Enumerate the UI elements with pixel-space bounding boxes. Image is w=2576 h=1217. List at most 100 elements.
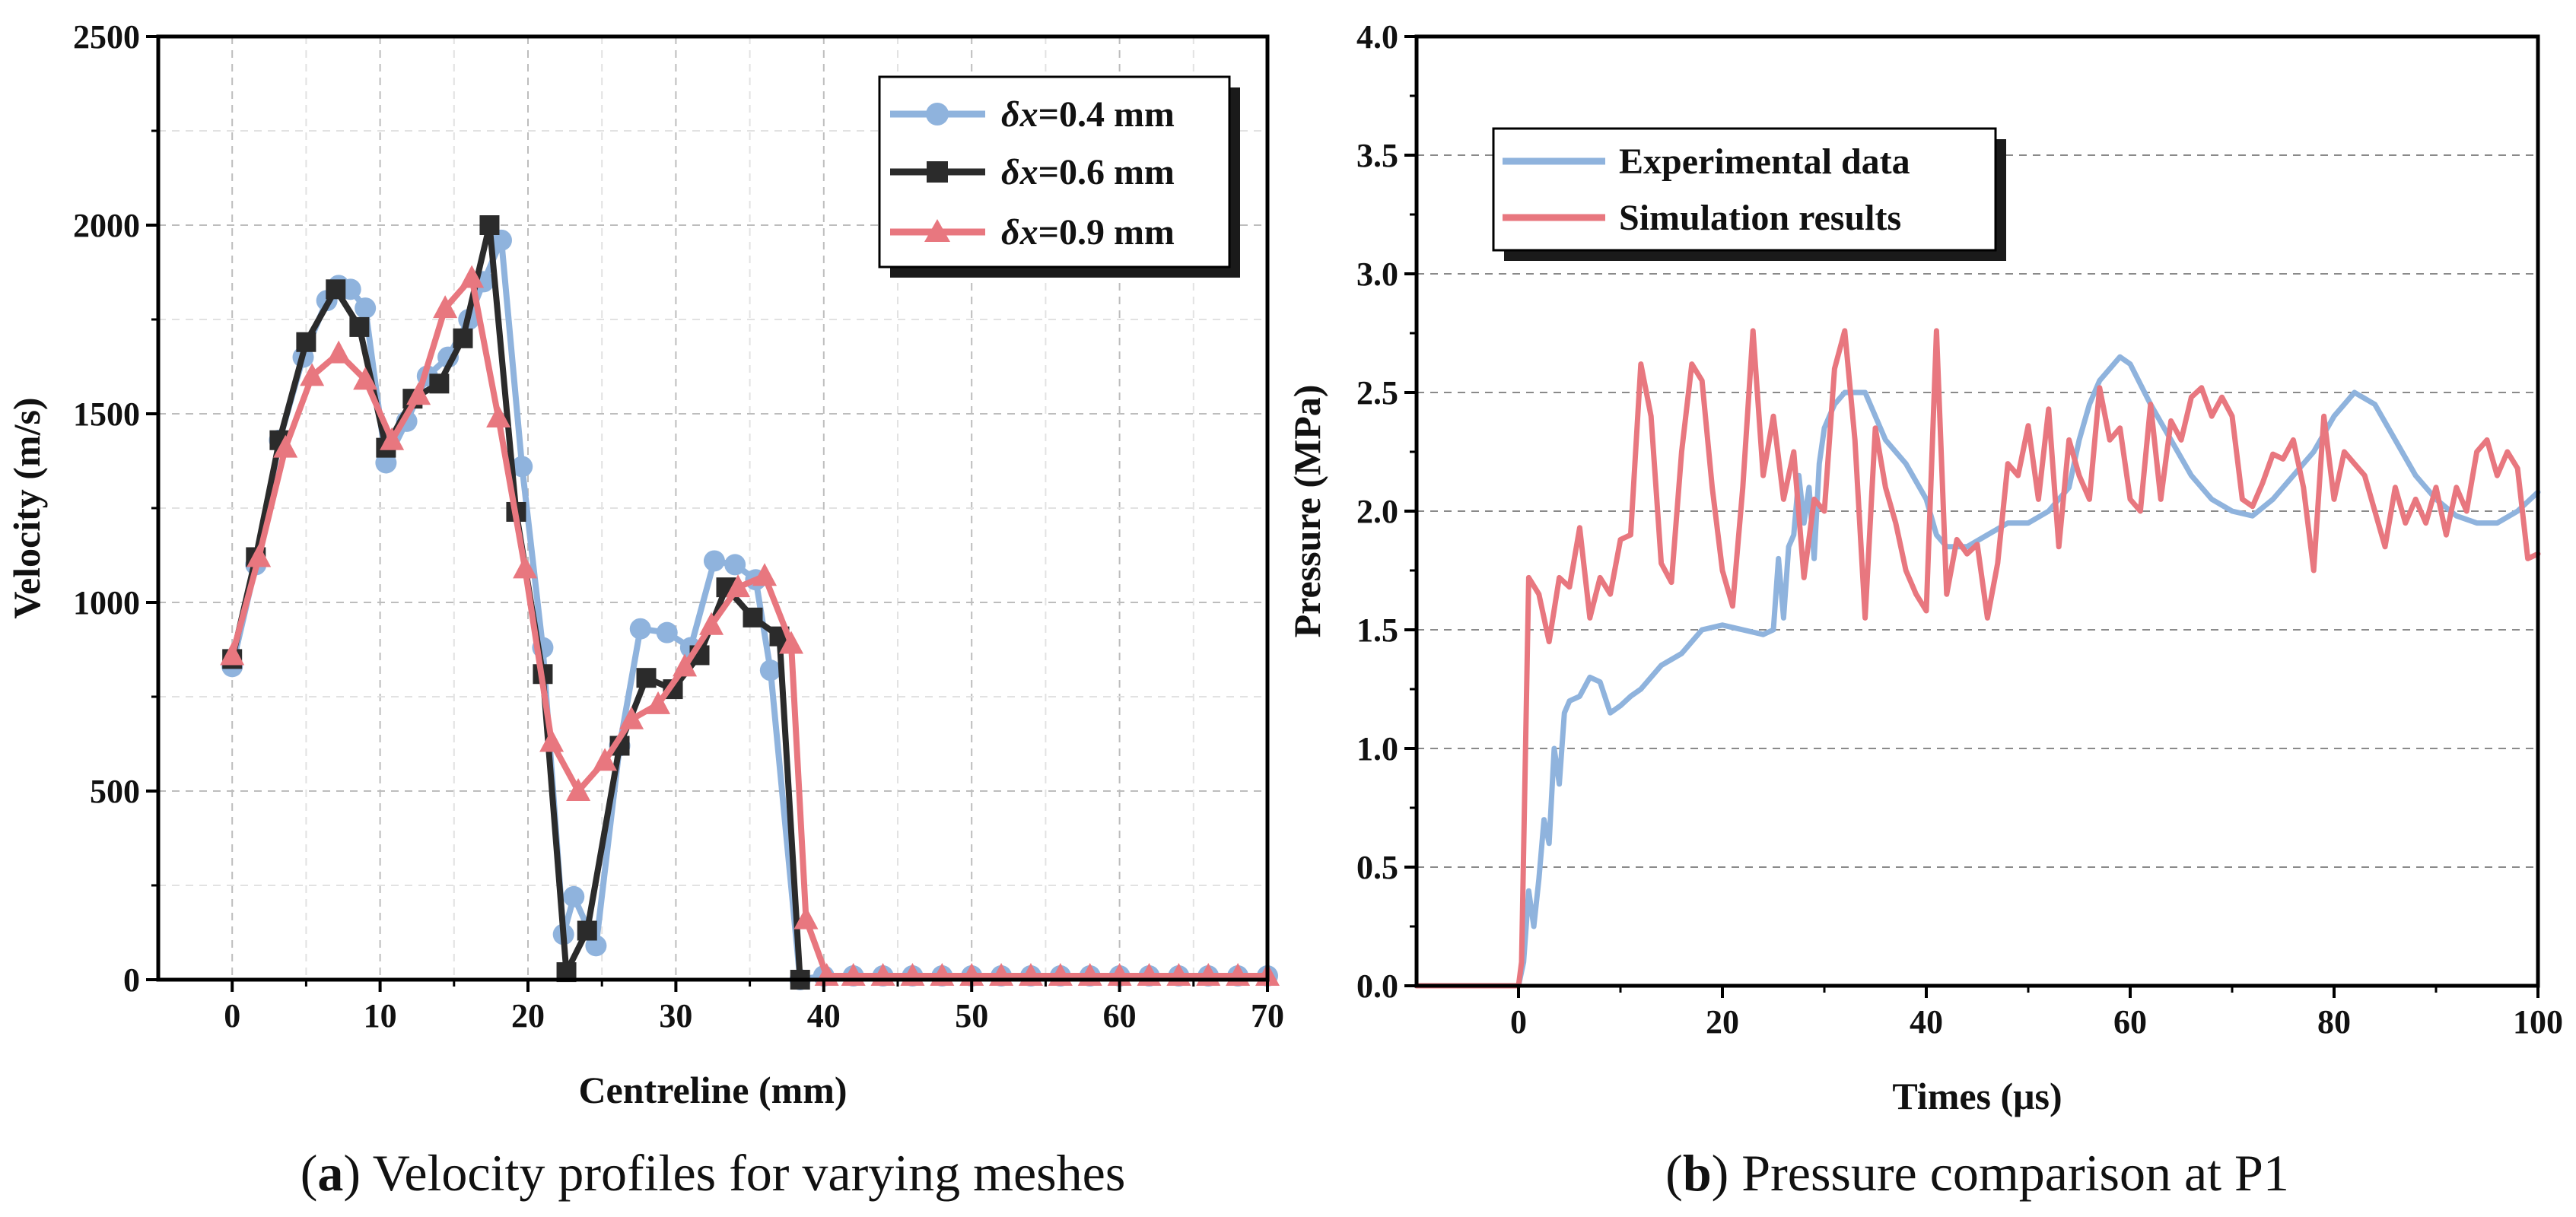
data-point-triangle bbox=[300, 363, 325, 386]
data-point-triangle bbox=[566, 778, 591, 801]
data-point-triangle bbox=[246, 544, 272, 567]
data-point-circle bbox=[724, 554, 746, 576]
y-tick-label: 2.5 bbox=[1356, 374, 1398, 411]
x-tick-label: 0 bbox=[1510, 1003, 1527, 1041]
y-axis-label: Velocity (m/s) bbox=[5, 397, 48, 618]
data-point-square bbox=[453, 328, 473, 348]
caption-b: (b) Pressure comparison at P1 bbox=[1665, 1144, 2289, 1202]
x-tick-label: 20 bbox=[1706, 1003, 1739, 1041]
legend-marker-square bbox=[927, 161, 948, 183]
y-tick-label: 1500 bbox=[73, 396, 140, 433]
y-tick-label: 2000 bbox=[73, 207, 140, 244]
y-tick-label: 0 bbox=[123, 961, 140, 999]
data-point-triangle bbox=[779, 631, 804, 654]
data-point-triangle bbox=[699, 612, 724, 635]
legend-label: δx=0.6 mm bbox=[1001, 152, 1175, 192]
data-point-square bbox=[326, 279, 346, 300]
data-point-square bbox=[479, 215, 500, 235]
y-tick-label: 2500 bbox=[73, 18, 140, 56]
data-point-triangle bbox=[673, 653, 698, 677]
data-point-triangle bbox=[593, 748, 618, 771]
data-point-circle bbox=[511, 456, 533, 478]
y-tick-label: 3.5 bbox=[1356, 137, 1398, 174]
tick-group: 0 20 40 60 80 100 0.0 0.5 1.0 1.5 2.0 2.5 3.0 3.5 4.0 bbox=[1356, 18, 2563, 1041]
data-point-triangle bbox=[380, 427, 405, 450]
data-point-circle bbox=[759, 659, 781, 682]
data-point-triangle bbox=[513, 555, 538, 579]
data-point-square bbox=[743, 607, 763, 628]
data-point-triangle bbox=[220, 642, 245, 666]
x-tick-label: 60 bbox=[2113, 1003, 2147, 1041]
data-point-circle bbox=[563, 885, 585, 907]
data-point-triangle bbox=[353, 367, 378, 390]
data-point-triangle bbox=[619, 706, 644, 729]
panel-b-pressure-chart: 0 20 40 60 80 1000.00.51.01.52.02.53.03.54.0 … bbox=[1286, 18, 2563, 1202]
x-tick-label: 100 bbox=[2513, 1003, 2563, 1041]
data-point-triangle bbox=[326, 340, 351, 364]
legend-entry-simulation: Simulation results bbox=[1503, 198, 1901, 238]
data-point-square bbox=[577, 920, 597, 941]
y-tick-label: 1000 bbox=[73, 584, 140, 621]
x-tick-label: 60 bbox=[1103, 997, 1137, 1034]
legend-label-math: δx bbox=[1001, 212, 1038, 253]
y-axis-label: Pressure (MPa) bbox=[1286, 385, 1328, 638]
caption-a-label: a bbox=[317, 1144, 343, 1202]
legend-entry-dx-0.6: δx=0.6 mm bbox=[890, 152, 1175, 192]
x-tick-label: 10 bbox=[364, 997, 397, 1034]
legend-entry-dx-0.4: δx=0.4 mm bbox=[890, 94, 1175, 135]
caption-b-label: b bbox=[1683, 1144, 1712, 1202]
y-tick-label: 4.0 bbox=[1356, 18, 1398, 56]
legend-entry-dx-0.9: δx=0.9 mm bbox=[890, 212, 1175, 253]
data-point-triangle bbox=[460, 265, 485, 288]
legend: Experimental data Simulation results bbox=[1492, 127, 2006, 261]
data-point-triangle bbox=[539, 729, 564, 752]
x-tick-label: 80 bbox=[2317, 1003, 2351, 1041]
data-point-triangle bbox=[752, 563, 778, 586]
grid bbox=[1417, 154, 2538, 868]
data-point-circle bbox=[629, 618, 651, 640]
data-point-circle bbox=[703, 550, 725, 572]
x-tick-label: 70 bbox=[1251, 997, 1284, 1034]
y-tick-label: 3.0 bbox=[1356, 256, 1398, 293]
legend-marker-circle bbox=[926, 103, 949, 126]
legend-label: δx=0.9 mm bbox=[1001, 212, 1175, 253]
data-point-triangle bbox=[433, 295, 458, 319]
x-tick-label: 0 bbox=[224, 997, 240, 1034]
series-line-2 bbox=[1414, 328, 2541, 989]
y-tick-label: 1.0 bbox=[1356, 730, 1398, 767]
legend-entry-experimental: Experimental data bbox=[1503, 141, 1910, 182]
data-point-triangle bbox=[793, 906, 819, 929]
legend-label: Experimental data bbox=[1619, 141, 1910, 182]
legend-label-math: δx bbox=[1001, 152, 1038, 192]
x-tick-label: 40 bbox=[1910, 1003, 1943, 1041]
x-axis-label: Times (μs) bbox=[1892, 1075, 2062, 1117]
data-point-triangle bbox=[486, 404, 511, 427]
data-point-square bbox=[296, 332, 316, 352]
legend: δx=0.4 mm δx=0.6 mm δx=0.9 mm bbox=[878, 75, 1240, 278]
x-tick-label: 50 bbox=[955, 997, 988, 1034]
y-tick-label: 500 bbox=[90, 773, 140, 810]
caption-a-text: Velocity profiles for varying meshes bbox=[373, 1144, 1126, 1202]
data-point-circle bbox=[656, 621, 678, 643]
legend-label-rest: =0.4 mm bbox=[1038, 94, 1175, 135]
y-tick-label: 2.0 bbox=[1356, 493, 1398, 530]
data-point-triangle bbox=[726, 574, 751, 598]
data-point-square bbox=[429, 373, 450, 394]
data-point-triangle bbox=[646, 691, 671, 714]
legend-box bbox=[1492, 127, 1997, 252]
legend-label-rest: =0.6 mm bbox=[1038, 152, 1175, 192]
series-group bbox=[1414, 328, 2541, 989]
x-tick-label: 40 bbox=[807, 997, 841, 1034]
legend-marker-triangle bbox=[924, 219, 950, 242]
data-point-circle bbox=[355, 297, 377, 319]
tick-group: 0 10 20 30 40 50 60 70 0 500 1000 1500 2000 2500 bbox=[73, 18, 1284, 1034]
y-tick-label: 0.0 bbox=[1356, 968, 1398, 1005]
y-tick-label: 1.5 bbox=[1356, 612, 1398, 649]
data-point-triangle bbox=[273, 434, 298, 458]
data-point-square bbox=[349, 316, 370, 337]
data-point-square bbox=[636, 668, 657, 688]
panel-a-velocity-chart: 0 10 20 30 40 50 60 70 0 500 1000 1500 2000 2500 Cent… bbox=[5, 18, 1284, 1202]
legend-label: Simulation results bbox=[1619, 198, 1901, 238]
legend-label-math: δx bbox=[1001, 94, 1038, 135]
